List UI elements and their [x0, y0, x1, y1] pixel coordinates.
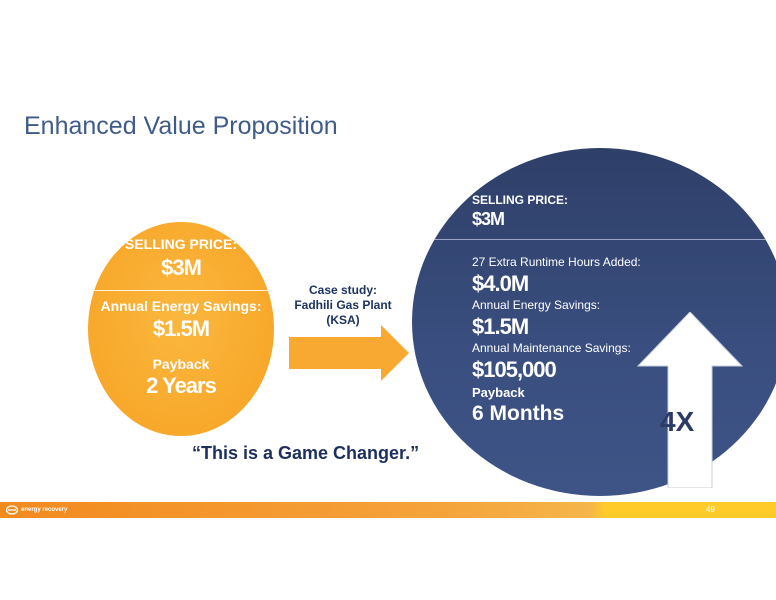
- runtime-value: $4.0M: [472, 271, 529, 296]
- case-study-line-2: Fadhili Gas Plant: [294, 298, 392, 312]
- right-payback-value: 6 Months: [472, 402, 565, 425]
- multiplier-label: 4X: [660, 406, 695, 437]
- case-study-line-1: Case study:: [308, 283, 378, 297]
- right-selling-price-label: SELLING PRICE:: [472, 193, 569, 207]
- case-study-line-3: (KSA): [326, 313, 360, 327]
- energy-savings-value: $1.5M: [472, 314, 529, 339]
- left-savings-value: $1.5M: [152, 316, 210, 341]
- left-payback-label: Payback: [152, 356, 210, 372]
- right-divider: [412, 239, 776, 240]
- runtime-label: 27 Extra Runtime Hours Added:: [472, 255, 641, 269]
- left-selling-price-value: $3M: [161, 255, 202, 280]
- right-arrow-icon: [289, 325, 409, 381]
- footer-bar: energy recovery 49: [0, 502, 776, 518]
- enhanced-value-circle: SELLING PRICE: $3M 27 Extra Runtime Hour…: [412, 148, 776, 496]
- company-logo: energy recovery: [6, 504, 67, 516]
- left-savings-label: Annual Energy Savings:: [100, 298, 262, 314]
- quote-text: “This is a Game Changer.”: [192, 443, 420, 463]
- energy-savings-label: Annual Energy Savings:: [472, 298, 601, 312]
- left-payback-value: 2 Years: [146, 373, 217, 398]
- maintenance-savings-value: $105,000: [472, 357, 557, 382]
- right-payback-label: Payback: [472, 385, 525, 400]
- slide-title: Enhanced Value Proposition: [24, 112, 338, 140]
- left-divider: [88, 290, 274, 291]
- maintenance-savings-label: Annual Maintenance Savings:: [472, 341, 631, 355]
- current-value-circle: SELLING PRICE: $3M Annual Energy Savings…: [88, 222, 274, 436]
- case-study-label: Case study: Fadhili Gas Plant (KSA): [282, 283, 404, 328]
- page-number: 49: [706, 505, 715, 514]
- left-selling-price-label: SELLING PRICE:: [124, 236, 237, 252]
- logo-icon: [6, 505, 18, 515]
- right-selling-price-value: $3M: [472, 209, 505, 229]
- up-arrow-icon: [636, 312, 744, 488]
- logo-text: energy recovery: [21, 507, 68, 513]
